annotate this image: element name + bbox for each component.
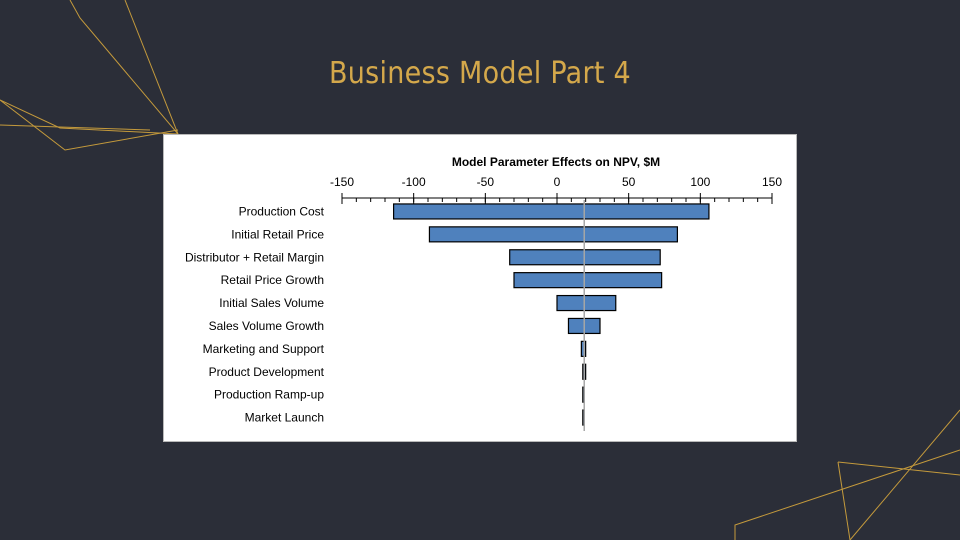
category-label: Retail Price Growth xyxy=(221,273,324,287)
x-tick-label: -150 xyxy=(330,175,354,189)
slide-title: Business Model Part 4 xyxy=(328,56,632,91)
category-label: Production Cost xyxy=(239,204,325,218)
x-tick-label: -50 xyxy=(477,175,495,189)
category-label: Initial Retail Price xyxy=(231,227,324,241)
x-tick-label: 100 xyxy=(690,175,710,189)
chart-frame: Model Parameter Effects on NPV, $M -150 -… xyxy=(163,134,797,442)
bar-5 xyxy=(556,294,617,312)
x-tick-label: 50 xyxy=(622,175,636,189)
category-label: Sales Volume Growth xyxy=(209,319,324,333)
category-label: Initial Sales Volume xyxy=(219,296,324,310)
bar-4 xyxy=(513,272,663,289)
category-label: Marketing and Support xyxy=(203,342,325,356)
x-tick-label: 0 xyxy=(554,175,561,189)
category-label: Market Launch xyxy=(245,411,324,425)
category-label: Production Ramp-up xyxy=(214,388,324,402)
category-label: Distributor + Retail Margin xyxy=(185,250,324,264)
tornado-chart: Model Parameter Effects on NPV, $M -150 -… xyxy=(185,155,782,431)
category-label: Product Development xyxy=(209,365,325,379)
chart-title: Model Parameter Effects on NPV, $M xyxy=(452,155,660,169)
x-tick-label: -100 xyxy=(402,175,426,189)
bar-2 xyxy=(428,226,678,243)
bar-1 xyxy=(393,203,710,220)
x-tick-label: 150 xyxy=(762,175,782,189)
